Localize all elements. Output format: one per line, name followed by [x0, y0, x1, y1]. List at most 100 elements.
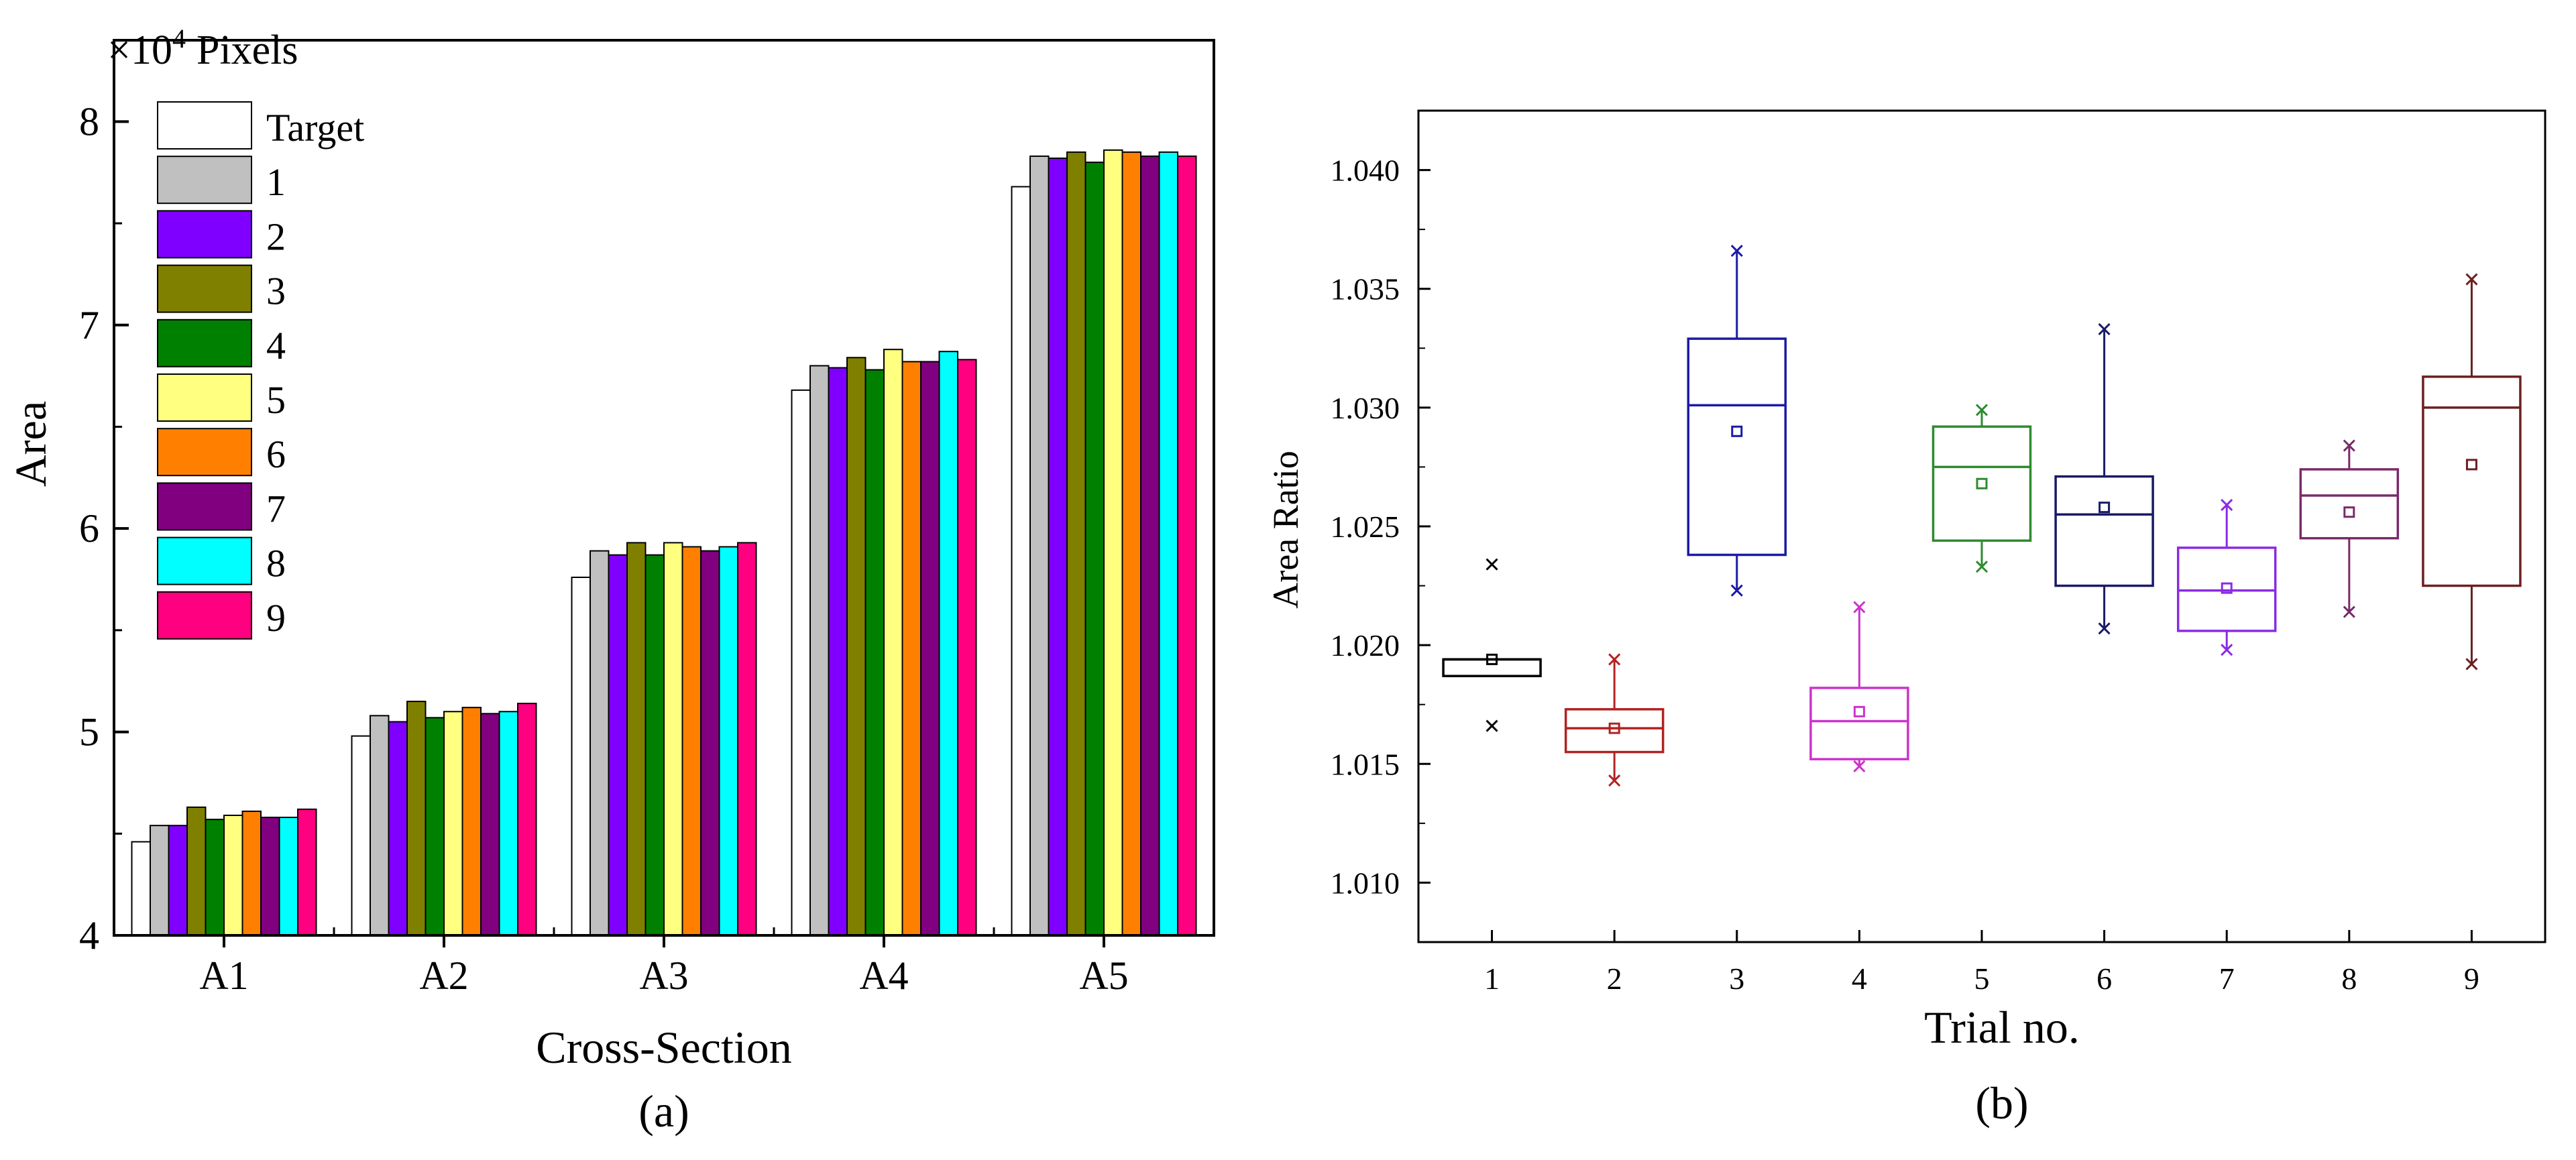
- mean-marker: [1608, 722, 1620, 734]
- bar-A3-3: [626, 542, 647, 936]
- bar-A4-5: [883, 349, 903, 936]
- cross-stroke: [1608, 774, 1621, 787]
- bar-A4-6: [901, 361, 921, 936]
- min-marker: [2221, 644, 2233, 656]
- cross-stroke: [1486, 719, 1498, 732]
- box-trial-3: [1687, 244, 1787, 597]
- legend-label-6: 6: [266, 432, 286, 476]
- bar-A4-1: [809, 365, 830, 936]
- legend-label-1: 1: [266, 160, 286, 204]
- box-iqr: [2054, 475, 2154, 587]
- legend-label-2: 2: [266, 215, 286, 258]
- cross-stroke: [2343, 439, 2355, 452]
- bar-A3-Target: [571, 577, 591, 936]
- min-marker: [1486, 719, 1498, 732]
- multiplier-label: ×104 Pixels: [107, 23, 298, 73]
- box-trial-9: [2422, 273, 2522, 671]
- x-tick-label-7: 7: [2219, 962, 2235, 996]
- bar-A3-4: [645, 554, 665, 936]
- min-marker: [2343, 605, 2355, 618]
- y-tick-label-1.010: 1.010: [1331, 866, 1400, 900]
- y-tick-label-6: 6: [79, 506, 99, 550]
- cross-stroke: [1853, 601, 1866, 614]
- box-trial-5: [1931, 404, 2032, 573]
- mean-marker: [1731, 425, 1743, 437]
- bar-A2-3: [406, 701, 427, 937]
- bar-A5-1: [1029, 155, 1050, 936]
- box-iqr: [1442, 658, 1542, 677]
- legend-label-4: 4: [266, 324, 286, 367]
- bar-A1-9: [297, 808, 317, 936]
- bar-A3-7: [700, 550, 720, 936]
- legend-swatch-9: [157, 591, 252, 640]
- cross-stroke: [1486, 558, 1498, 571]
- cross-stroke: [2221, 644, 2233, 656]
- y-tick-label-1.025: 1.025: [1331, 510, 1400, 544]
- x-tick-label-4: 4: [1852, 962, 1867, 996]
- max-marker: [2465, 273, 2478, 286]
- bar-A2-4: [425, 717, 445, 937]
- bar-A5-Target: [1011, 186, 1031, 936]
- x-tick-label-8: 8: [2341, 962, 2357, 996]
- bar-A1-7: [260, 817, 280, 936]
- bar-A5-5: [1103, 149, 1123, 936]
- bar-A3-5: [663, 542, 683, 936]
- bar-A4-9: [957, 359, 977, 936]
- mean-marker: [2343, 506, 2355, 518]
- max-marker: [1608, 653, 1621, 666]
- boxes-group: [1442, 244, 2522, 787]
- x-tick-label-6: 6: [2096, 962, 2112, 996]
- cross-stroke: [1975, 561, 1989, 573]
- legend-swatch-6: [157, 428, 252, 477]
- y-tick-label-4: 4: [79, 913, 99, 958]
- legend-swatch-7: [157, 482, 252, 531]
- x-tick-label-1: 1: [1484, 962, 1500, 996]
- bar-A5-9: [1177, 155, 1197, 936]
- bar-A4-4: [864, 369, 885, 936]
- x-tick-label-9: 9: [2464, 962, 2479, 996]
- x-axis: 1 2 3 4 5 6 7 8 9: [1484, 930, 2479, 996]
- min-marker: [1853, 760, 1866, 772]
- max-marker: [2221, 499, 2233, 512]
- y-tick-label-8: 8: [79, 99, 99, 143]
- box-trial-4: [1809, 601, 1909, 772]
- mean-marker: [2465, 459, 2477, 471]
- cross-stroke: [1730, 584, 1743, 597]
- min-marker: [2465, 658, 2478, 671]
- legend-swatch-8: [157, 536, 252, 585]
- box-iqr: [2299, 468, 2400, 540]
- bar-A5-4: [1084, 162, 1105, 937]
- mean-marker: [1976, 477, 1988, 489]
- cross-stroke: [2221, 499, 2233, 512]
- cross-stroke: [2098, 622, 2111, 635]
- max-marker: [1853, 601, 1866, 614]
- box-trial-6: [2054, 323, 2154, 635]
- box-iqr: [1809, 687, 1909, 760]
- bar-A2-2: [388, 721, 408, 936]
- cross-stroke: [1730, 244, 1743, 257]
- box-iqr: [1931, 425, 2032, 542]
- legend-swatch-2: [157, 210, 252, 259]
- y-tick-label-1.035: 1.035: [1331, 272, 1400, 306]
- bar-A1-8: [278, 817, 298, 936]
- y-axis-label: Area: [7, 401, 56, 487]
- multiplier-prefix: ×10: [107, 27, 172, 73]
- bar-A2-6: [461, 707, 482, 936]
- y-tick-label-1.015: 1.015: [1331, 747, 1400, 781]
- bar-A1-5: [223, 814, 243, 937]
- bar-A3-6: [681, 546, 702, 936]
- legend-label-5: 5: [266, 378, 286, 422]
- bar-A2-9: [517, 703, 537, 936]
- box-iqr: [1687, 337, 1787, 557]
- box-trial-8: [2299, 439, 2400, 618]
- x-axis-label: Cross-Section: [536, 1022, 792, 1073]
- multiplier-unit: Pixels: [197, 27, 298, 73]
- legend-swatch-5: [157, 373, 252, 422]
- x-tick-label-A1: A1: [199, 953, 248, 998]
- bar-A1-2: [168, 825, 188, 936]
- bar-A3-2: [608, 554, 628, 936]
- cross-stroke: [1975, 404, 1989, 416]
- bar-A4-8: [938, 351, 958, 936]
- legend-swatch-4: [157, 318, 252, 367]
- bar-A5-7: [1140, 155, 1160, 936]
